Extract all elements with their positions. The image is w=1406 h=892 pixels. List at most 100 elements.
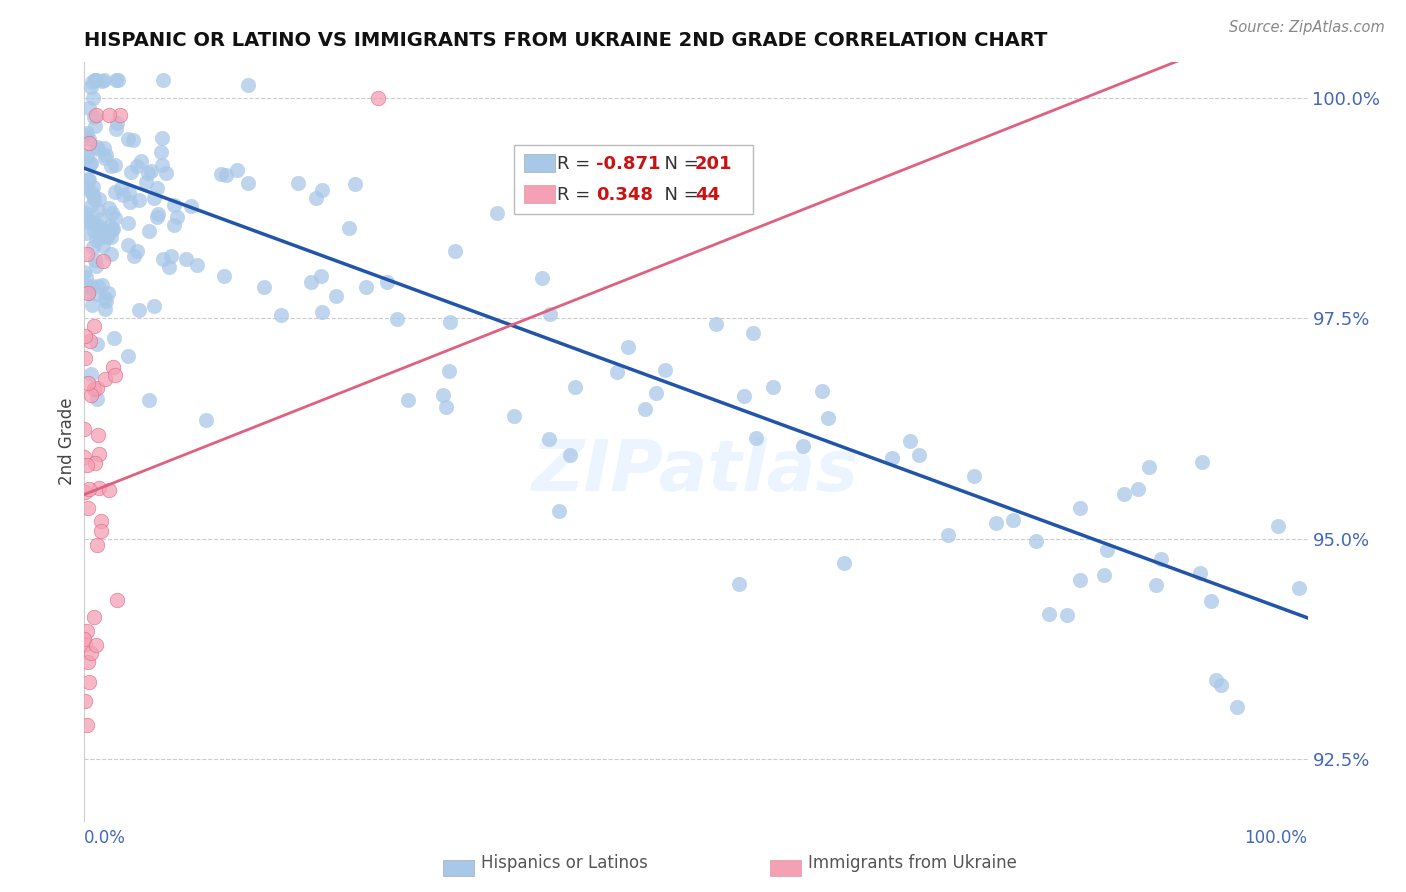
Point [1025,533,1047,548]
Point [93,371,115,385]
Point [1188,566,1211,581]
Point [311,183,333,197]
Point [104,368,127,383]
Point [654,363,676,377]
Point [80,74,103,88]
Point [898,434,921,449]
Point [94,291,117,305]
Point [1002,513,1025,527]
Point [87,142,110,156]
Point [564,380,586,394]
Point [84,259,107,273]
Point [73,128,96,142]
Point [444,244,467,258]
Point [1267,519,1289,533]
Point [87,447,110,461]
Point [93,254,115,268]
Text: 201: 201 [695,155,733,173]
Point [86,219,108,233]
Point [86,381,108,395]
Text: -0.871: -0.871 [596,155,661,173]
Point [86,286,108,301]
Point [97,483,120,497]
Text: R =: R = [557,155,596,173]
Point [87,481,110,495]
Point [117,217,139,231]
Point [375,275,398,289]
Point [138,393,160,408]
Point [82,278,104,293]
Point [91,74,114,88]
Point [90,228,112,243]
Point [105,593,128,607]
Point [96,293,118,308]
Point [100,159,122,173]
Point [77,136,100,150]
Point [538,307,561,321]
Point [104,73,127,87]
Point [77,285,100,300]
Point [86,392,108,406]
Point [77,131,100,145]
Point [733,389,755,403]
Point [80,368,103,382]
Point [84,73,107,87]
Point [94,302,117,317]
Point [83,110,105,124]
Point [146,210,169,224]
Point [146,181,169,195]
Point [77,172,100,186]
Point [73,694,96,708]
Point [80,646,103,660]
Point [503,409,526,423]
Point [1191,455,1213,469]
Point [152,73,174,87]
Point [103,331,125,345]
Point [634,401,657,416]
Point [344,178,367,192]
Point [103,158,125,172]
Point [84,73,107,87]
Point [159,248,181,262]
Point [83,224,105,238]
Point [84,119,107,133]
Point [94,148,117,162]
Point [1226,699,1249,714]
Point [75,211,97,225]
Point [325,289,347,303]
Point [79,79,101,94]
Point [606,365,628,379]
Point [83,192,105,206]
Point [138,224,160,238]
Point [236,176,259,190]
Point [530,271,553,285]
Text: Hispanics or Latinos: Hispanics or Latinos [481,855,648,872]
Point [104,211,127,226]
Point [180,199,202,213]
Point [339,221,361,235]
Point [742,326,765,340]
Point [253,280,276,294]
Point [76,624,98,638]
Point [83,73,105,87]
Text: 0.348: 0.348 [596,186,654,204]
Point [1112,487,1135,501]
Point [1126,483,1149,497]
Point [436,401,458,415]
Point [76,500,98,515]
Point [225,162,247,177]
Point [87,193,110,207]
Point [76,718,98,732]
Text: N =: N = [652,186,710,204]
Text: 0.0%: 0.0% [84,830,127,847]
Text: ZIPatlas: ZIPatlas [533,437,859,507]
Point [82,91,104,105]
Point [83,610,105,624]
Point [810,384,832,398]
Point [558,448,581,462]
Point [287,176,309,190]
Point [548,504,571,518]
Point [1137,460,1160,475]
Point [155,166,177,180]
Point [110,181,132,195]
